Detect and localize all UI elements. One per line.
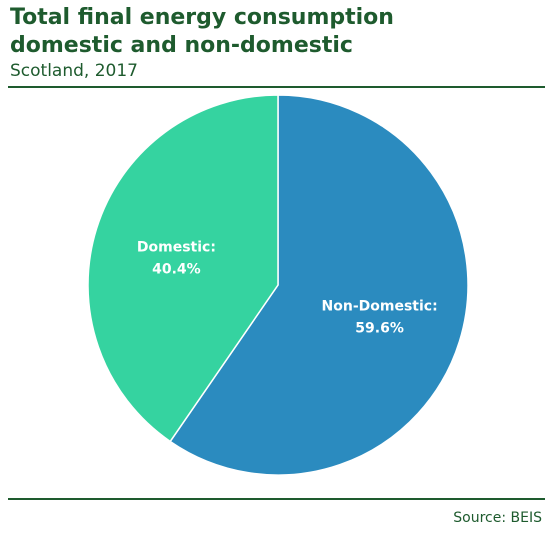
pie-labels: Non-Domestic: 59.6% Domestic: 40.4% <box>137 240 438 337</box>
chart-subtitle: Scotland, 2017 <box>10 61 138 81</box>
chart-title-line-1: Total final energy consumption <box>10 5 394 30</box>
slice-name-label: Domestic: <box>137 240 216 256</box>
bottom-divider <box>8 498 545 500</box>
pie-slice-domestic <box>87 94 279 443</box>
top-divider <box>8 86 545 88</box>
chart-title: Total final energy consumption domestic … <box>10 4 540 60</box>
slice-value-label: 40.4% <box>152 262 201 278</box>
pie-slices <box>87 94 469 476</box>
chart-title-line-2: domestic and non-domestic <box>10 33 353 58</box>
slice-value-label: 59.6% <box>355 320 404 336</box>
pie-slice-nondomestic <box>169 94 469 476</box>
slice-name-label: Non-Domestic: <box>322 298 438 314</box>
source-note: Source: BEIS <box>453 510 542 526</box>
